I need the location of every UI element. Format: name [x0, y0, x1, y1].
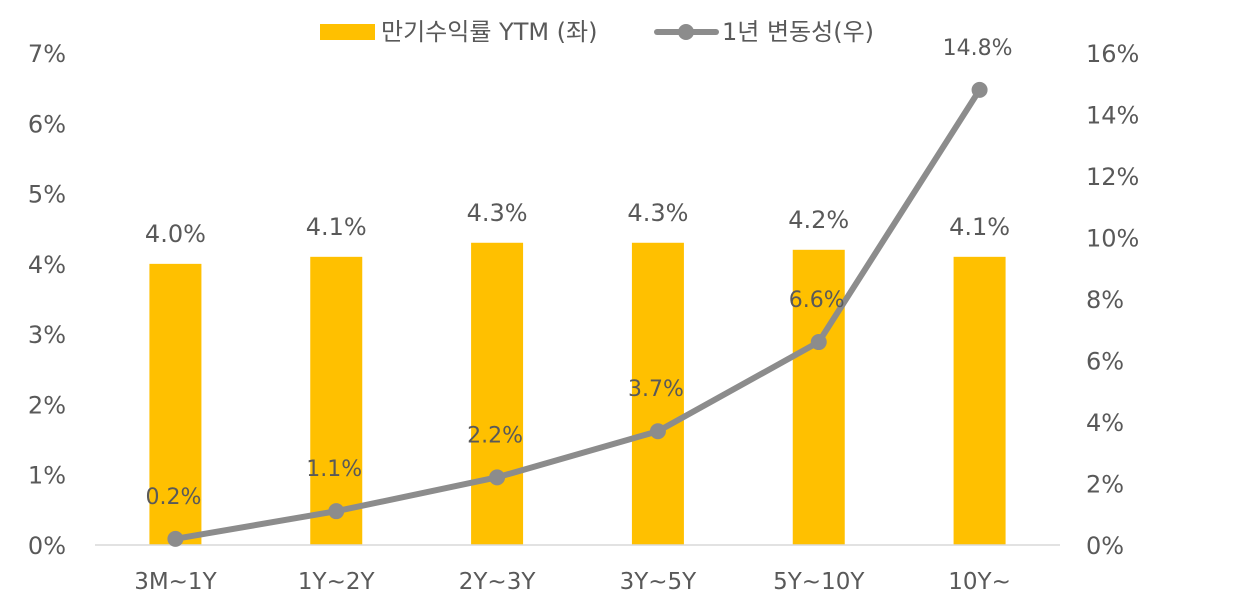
bar-data-label: 4.2%	[788, 206, 849, 234]
line-point	[649, 423, 666, 440]
x-axis-tick-label: 1Y~2Y	[298, 569, 376, 595]
right-axis-tick-label: 4%	[1086, 409, 1124, 437]
x-axis-tick-label: 3Y~5Y	[620, 569, 698, 595]
bar-data-label: 4.1%	[306, 213, 367, 241]
line-data-label: 6.6%	[789, 288, 845, 313]
x-axis-tick-label: 5Y~10Y	[773, 569, 865, 595]
legend-swatch-ytm	[320, 24, 375, 40]
line-point	[810, 334, 827, 351]
right-axis-tick-label: 8%	[1086, 286, 1124, 314]
right-axis-tick-label: 2%	[1086, 471, 1124, 499]
left-axis-tick-label: 1%	[28, 462, 66, 490]
x-axis-tick-label: 3M~1Y	[134, 569, 217, 595]
left-axis-tick-label: 5%	[28, 181, 66, 209]
line-data-label: 14.8%	[943, 36, 1013, 61]
line-data-label: 1.1%	[306, 457, 362, 482]
left-axis-tick-label: 6%	[28, 110, 66, 138]
right-axis-tick-label: 16%	[1086, 40, 1139, 68]
legend-label-ytm: 만기수익률 YTM (좌)	[381, 18, 598, 46]
line-point	[167, 530, 184, 547]
bar-data-label: 4.3%	[467, 199, 528, 227]
right-axis-tick-label: 6%	[1086, 348, 1124, 376]
x-axis-tick-label: 2Y~3Y	[459, 569, 537, 595]
x-axis-tick-label: 10Y~	[948, 569, 1011, 595]
line-data-label: 3.7%	[628, 377, 684, 402]
line-point	[489, 469, 506, 486]
bar-data-label: 4.0%	[145, 220, 206, 248]
legend-label-volatility: 1년 변동성(우)	[722, 18, 874, 46]
right-axis-tick-label: 0%	[1086, 532, 1124, 560]
bar-ytm	[792, 249, 845, 546]
bar-ytm	[310, 256, 363, 545]
left-axis-tick-label: 7%	[28, 40, 66, 68]
right-axis-tick-label: 10%	[1086, 225, 1139, 253]
left-axis-tick-label: 3%	[28, 321, 66, 349]
line-volatility	[174, 88, 983, 542]
left-axis-tick-label: 4%	[28, 251, 66, 279]
bar-ytm	[631, 242, 684, 545]
legend-marker-volatility	[678, 24, 694, 40]
bar-data-label: 4.3%	[627, 199, 688, 227]
line-point	[971, 81, 988, 98]
line-point	[328, 503, 345, 520]
right-axis-tick-label: 14%	[1086, 102, 1139, 130]
right-axis-tick-label: 12%	[1086, 163, 1139, 191]
left-axis-tick-label: 0%	[28, 532, 66, 560]
bar-ytm	[149, 263, 202, 545]
left-axis-tick-label: 2%	[28, 391, 66, 419]
line-data-label: 0.2%	[145, 485, 201, 510]
bar-ytm	[471, 242, 524, 545]
bar-ytm	[953, 256, 1006, 545]
line-data-label: 2.2%	[467, 423, 523, 448]
bar-data-label: 4.1%	[949, 213, 1010, 241]
